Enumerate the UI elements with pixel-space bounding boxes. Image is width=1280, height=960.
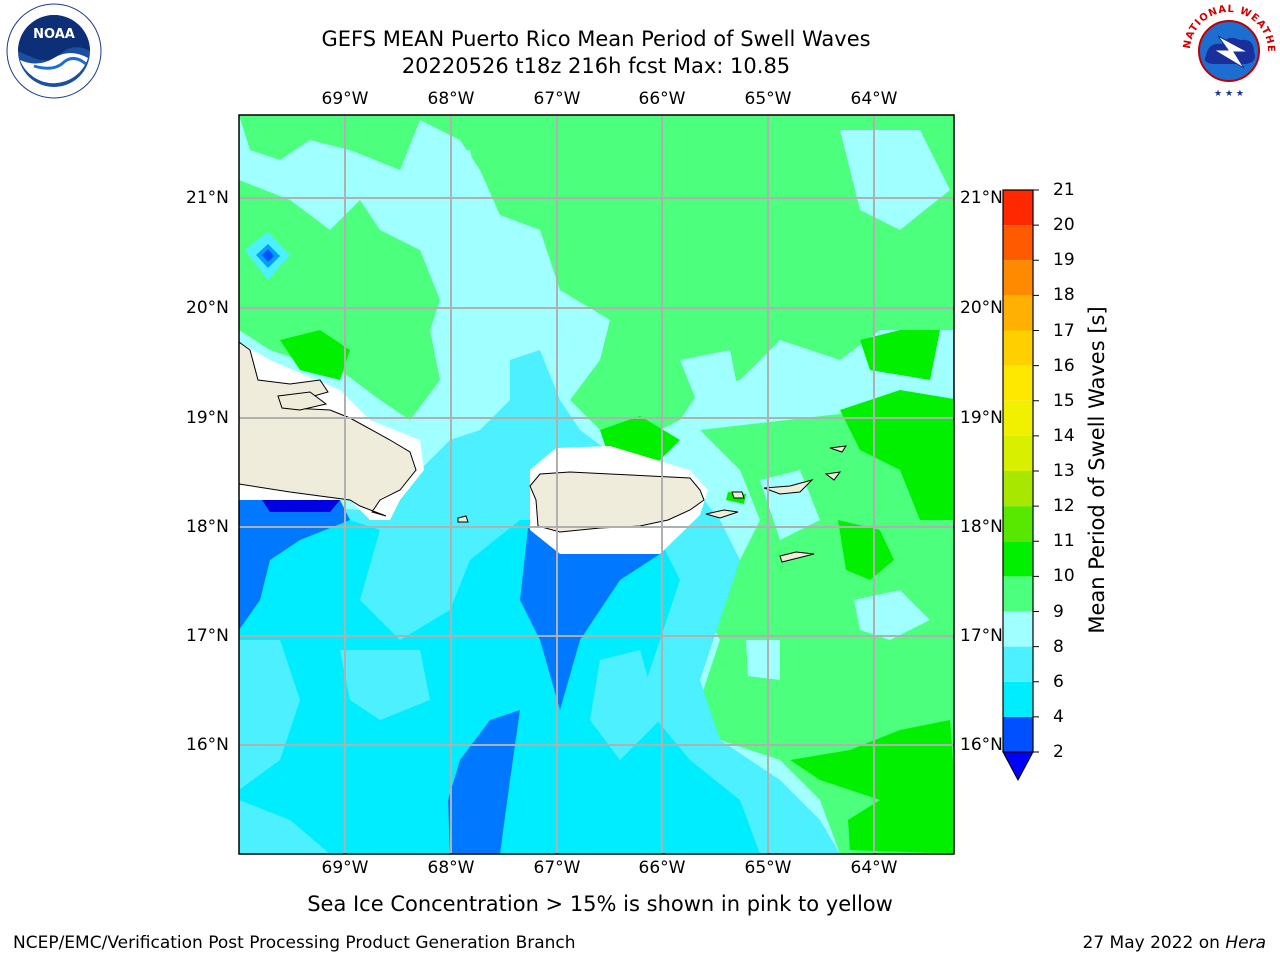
lon-label-bottom: 64°W	[850, 858, 898, 878]
lon-label-bottom: 67°W	[533, 858, 581, 878]
lat-label-right: 18°N	[960, 517, 1003, 537]
colorbar-tick-label: 17	[1053, 320, 1075, 341]
colorbar-tick-label: 15	[1053, 390, 1075, 411]
colorbar-segment	[1003, 471, 1033, 507]
colorbar-segment	[1003, 295, 1033, 331]
hispaniola-mask	[239, 342, 424, 520]
noaa-logo-text: NOAA	[33, 27, 75, 42]
colorbar-segment	[1003, 541, 1033, 577]
contour-field	[239, 115, 954, 854]
nws-logo: NATIONAL WEATHER SERVICE ★ ★ ★	[1178, 2, 1275, 99]
colorbar-tick-label: 13	[1053, 461, 1075, 481]
lat-label-left: 21°N	[186, 188, 229, 208]
contour-6-8-central	[239, 350, 840, 854]
colorbar-segment	[1003, 611, 1033, 647]
colorbar-segment	[1003, 190, 1033, 226]
map-subtitle-forecast: 20220526 t18z 216h fcst Max: 10.85	[401, 54, 791, 78]
contour-2-4-southwest	[239, 500, 350, 630]
lat-label-right: 16°N	[960, 735, 1003, 755]
lon-label-bottom: 65°W	[744, 858, 792, 878]
lat-label-left: 16°N	[186, 735, 229, 755]
lon-label-bottom: 66°W	[638, 858, 686, 878]
colorbar-tick-label: 19	[1053, 250, 1075, 271]
colorbar-tick-label: 20	[1053, 215, 1075, 236]
footer-date: 27 May 2022 on Hera	[1083, 933, 1267, 953]
colorbar-tick-label: 10	[1053, 566, 1075, 587]
footer-credit: NCEP/EMC/Verification Post Processing Pr…	[13, 933, 576, 953]
lon-label-bottom: 68°W	[427, 858, 475, 878]
colorbar-tick-label: 4	[1053, 706, 1064, 727]
lat-label-left: 19°N	[186, 408, 229, 428]
colorbar-tick-label: 9	[1053, 601, 1064, 622]
lat-label-left: 17°N	[186, 626, 229, 646]
lon-label-top: 67°W	[533, 89, 581, 109]
colorbar-tick-label: 8	[1053, 636, 1064, 657]
lon-label-top: 68°W	[427, 89, 475, 109]
colorbar-tick-label: 12	[1053, 496, 1075, 517]
lon-label-top: 69°W	[321, 89, 369, 109]
noaa-logo: NOAA	[6, 3, 102, 99]
contour-2-4-deep	[448, 710, 520, 854]
contour-9-10-south-west	[360, 510, 440, 620]
colorbar-segment	[1003, 400, 1033, 436]
colorbar-segment	[1003, 365, 1033, 401]
footer-machine: Hera	[1225, 933, 1266, 953]
colorbar-tick-label: 6	[1053, 671, 1064, 692]
lat-label-right: 19°N	[960, 408, 1003, 428]
contour-9-10-north-band	[239, 115, 954, 450]
colorbar-tick-label: 18	[1053, 285, 1075, 306]
colorbar-segment	[1003, 225, 1033, 261]
colorbar-label: Mean Period of Swell Waves [s]	[1085, 306, 1109, 634]
colorbar-tick-label: 21	[1053, 180, 1075, 200]
lon-label-top: 66°W	[638, 89, 686, 109]
contour-9-10-east	[700, 400, 954, 854]
puerto-rico-mask	[530, 446, 708, 554]
colorbar	[1002, 189, 1039, 782]
map-title: GEFS MEAN Puerto Rico Mean Period of Swe…	[321, 27, 871, 51]
colorbar-segment	[1003, 330, 1033, 366]
contour-4-6-south	[239, 520, 760, 854]
map-frame	[238, 114, 955, 855]
footer-date-text: 27 May 2022 on	[1082, 933, 1220, 953]
puerto-rico-land	[529, 471, 705, 533]
lat-label-right: 20°N	[960, 298, 1003, 318]
colorbar-tick-label: 2	[1053, 742, 1064, 762]
colorbar-segment	[1003, 681, 1033, 717]
colorbar-tick-label: 14	[1053, 425, 1075, 446]
lat-label-right: 17°N	[960, 626, 1003, 646]
colorbar-frame	[1002, 189, 1034, 753]
sea-ice-note: Sea Ice Concentration > 15% is shown in …	[0, 892, 1280, 916]
contour-2-4-south-central	[520, 528, 660, 710]
colorbar-tick-label: 16	[1053, 355, 1075, 376]
colorbar-segment	[1003, 716, 1033, 752]
contour-9-10-west	[239, 180, 440, 420]
colorbar-extend-arrow	[1002, 751, 1034, 782]
map-gridlines	[239, 115, 954, 854]
hispaniola-land	[239, 341, 417, 517]
lat-label-right: 21°N	[960, 188, 1003, 208]
colorbar-segment	[1003, 435, 1033, 471]
colorbar-segment	[1003, 506, 1033, 542]
lat-label-left: 18°N	[186, 517, 229, 537]
lat-label-left: 20°N	[186, 298, 229, 318]
contour-9-10-small	[340, 630, 356, 648]
lon-label-bottom: 69°W	[321, 858, 369, 878]
colorbar-tick-label: 11	[1053, 531, 1075, 552]
svg-text:★ ★ ★: ★ ★ ★	[1214, 89, 1244, 99]
lon-label-top: 64°W	[850, 89, 898, 109]
colorbar-segment	[1003, 646, 1033, 682]
sea-ice-note-text: Sea Ice Concentration > 15% is shown in …	[307, 892, 893, 916]
colorbar-segment	[1003, 576, 1033, 612]
colorbar-segment	[1003, 260, 1033, 296]
contour-10-11-east	[840, 390, 954, 520]
lon-label-top: 65°W	[744, 89, 792, 109]
